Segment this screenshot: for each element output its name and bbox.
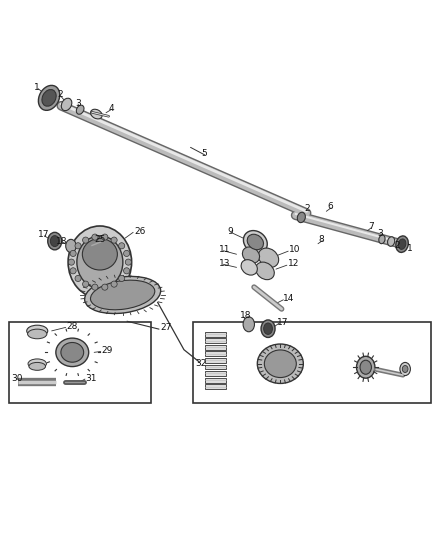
Bar <box>205 365 226 369</box>
Circle shape <box>92 284 98 290</box>
Circle shape <box>102 234 108 240</box>
Ellipse shape <box>257 344 304 383</box>
Circle shape <box>75 276 81 281</box>
Circle shape <box>124 251 130 256</box>
Bar <box>205 351 226 356</box>
Circle shape <box>111 237 117 243</box>
Text: 14: 14 <box>283 294 295 303</box>
Ellipse shape <box>241 260 258 275</box>
Ellipse shape <box>48 232 62 250</box>
Text: 2: 2 <box>304 204 310 213</box>
Text: 17: 17 <box>38 230 49 239</box>
Bar <box>205 338 226 343</box>
Ellipse shape <box>39 85 60 110</box>
Ellipse shape <box>396 236 408 253</box>
Ellipse shape <box>297 212 305 223</box>
Text: 27: 27 <box>160 324 171 332</box>
Circle shape <box>102 284 108 290</box>
Circle shape <box>111 281 117 287</box>
Ellipse shape <box>61 98 72 111</box>
Circle shape <box>70 251 76 256</box>
Ellipse shape <box>244 231 267 253</box>
Ellipse shape <box>360 360 371 374</box>
Circle shape <box>119 243 125 249</box>
Text: 2: 2 <box>394 241 400 251</box>
Ellipse shape <box>357 356 375 378</box>
Circle shape <box>68 259 74 265</box>
Ellipse shape <box>29 362 46 370</box>
Text: 25: 25 <box>94 235 106 244</box>
Text: 12: 12 <box>288 260 299 269</box>
Text: 3: 3 <box>75 99 81 108</box>
Ellipse shape <box>76 105 84 114</box>
Text: 7: 7 <box>368 222 374 231</box>
Ellipse shape <box>85 277 161 313</box>
Circle shape <box>125 259 131 265</box>
Text: 6: 6 <box>328 202 333 211</box>
Text: 29: 29 <box>102 346 113 355</box>
Ellipse shape <box>264 323 272 334</box>
Circle shape <box>92 234 98 240</box>
Circle shape <box>75 243 81 249</box>
Ellipse shape <box>264 350 296 377</box>
Text: 28: 28 <box>67 322 78 331</box>
Ellipse shape <box>56 338 88 367</box>
Ellipse shape <box>91 109 102 119</box>
Bar <box>205 384 226 389</box>
Text: 4: 4 <box>108 104 114 113</box>
Ellipse shape <box>28 359 46 368</box>
Text: 32: 32 <box>195 359 207 368</box>
Text: 9: 9 <box>228 227 233 236</box>
Text: 26: 26 <box>134 227 145 236</box>
Ellipse shape <box>50 236 59 247</box>
Ellipse shape <box>42 90 56 106</box>
Text: 13: 13 <box>219 259 230 268</box>
Bar <box>205 358 226 363</box>
Ellipse shape <box>242 247 260 263</box>
Bar <box>205 345 226 350</box>
Text: 18: 18 <box>240 311 251 320</box>
Text: 30: 30 <box>11 374 22 383</box>
Circle shape <box>82 281 88 287</box>
Ellipse shape <box>400 362 410 376</box>
Bar <box>193 322 431 403</box>
Ellipse shape <box>256 262 274 280</box>
Text: 1: 1 <box>34 83 40 92</box>
Ellipse shape <box>258 248 279 268</box>
Text: 31: 31 <box>85 374 97 383</box>
Circle shape <box>70 268 76 274</box>
Circle shape <box>82 237 88 243</box>
Ellipse shape <box>66 239 76 253</box>
Ellipse shape <box>403 366 408 373</box>
Ellipse shape <box>261 320 275 337</box>
Ellipse shape <box>27 325 48 336</box>
Text: 18: 18 <box>56 237 67 246</box>
Ellipse shape <box>68 226 131 298</box>
Circle shape <box>119 276 125 281</box>
Ellipse shape <box>28 329 47 339</box>
Ellipse shape <box>77 236 123 288</box>
Text: 1: 1 <box>406 245 412 254</box>
Ellipse shape <box>379 235 385 244</box>
Ellipse shape <box>243 317 254 332</box>
Bar <box>9 322 151 403</box>
Ellipse shape <box>247 234 264 249</box>
Ellipse shape <box>91 280 155 310</box>
Text: 5: 5 <box>201 149 207 158</box>
Text: 8: 8 <box>319 235 325 244</box>
Bar <box>205 378 226 383</box>
Text: 2: 2 <box>57 90 63 99</box>
Ellipse shape <box>398 239 406 249</box>
Text: 17: 17 <box>277 318 288 327</box>
Ellipse shape <box>82 238 117 270</box>
Ellipse shape <box>388 237 395 246</box>
Circle shape <box>124 268 130 274</box>
Text: 3: 3 <box>378 229 383 238</box>
Bar <box>205 371 226 376</box>
Bar <box>205 332 226 336</box>
Ellipse shape <box>61 343 84 362</box>
Text: 10: 10 <box>289 245 300 254</box>
Text: 11: 11 <box>219 245 230 254</box>
